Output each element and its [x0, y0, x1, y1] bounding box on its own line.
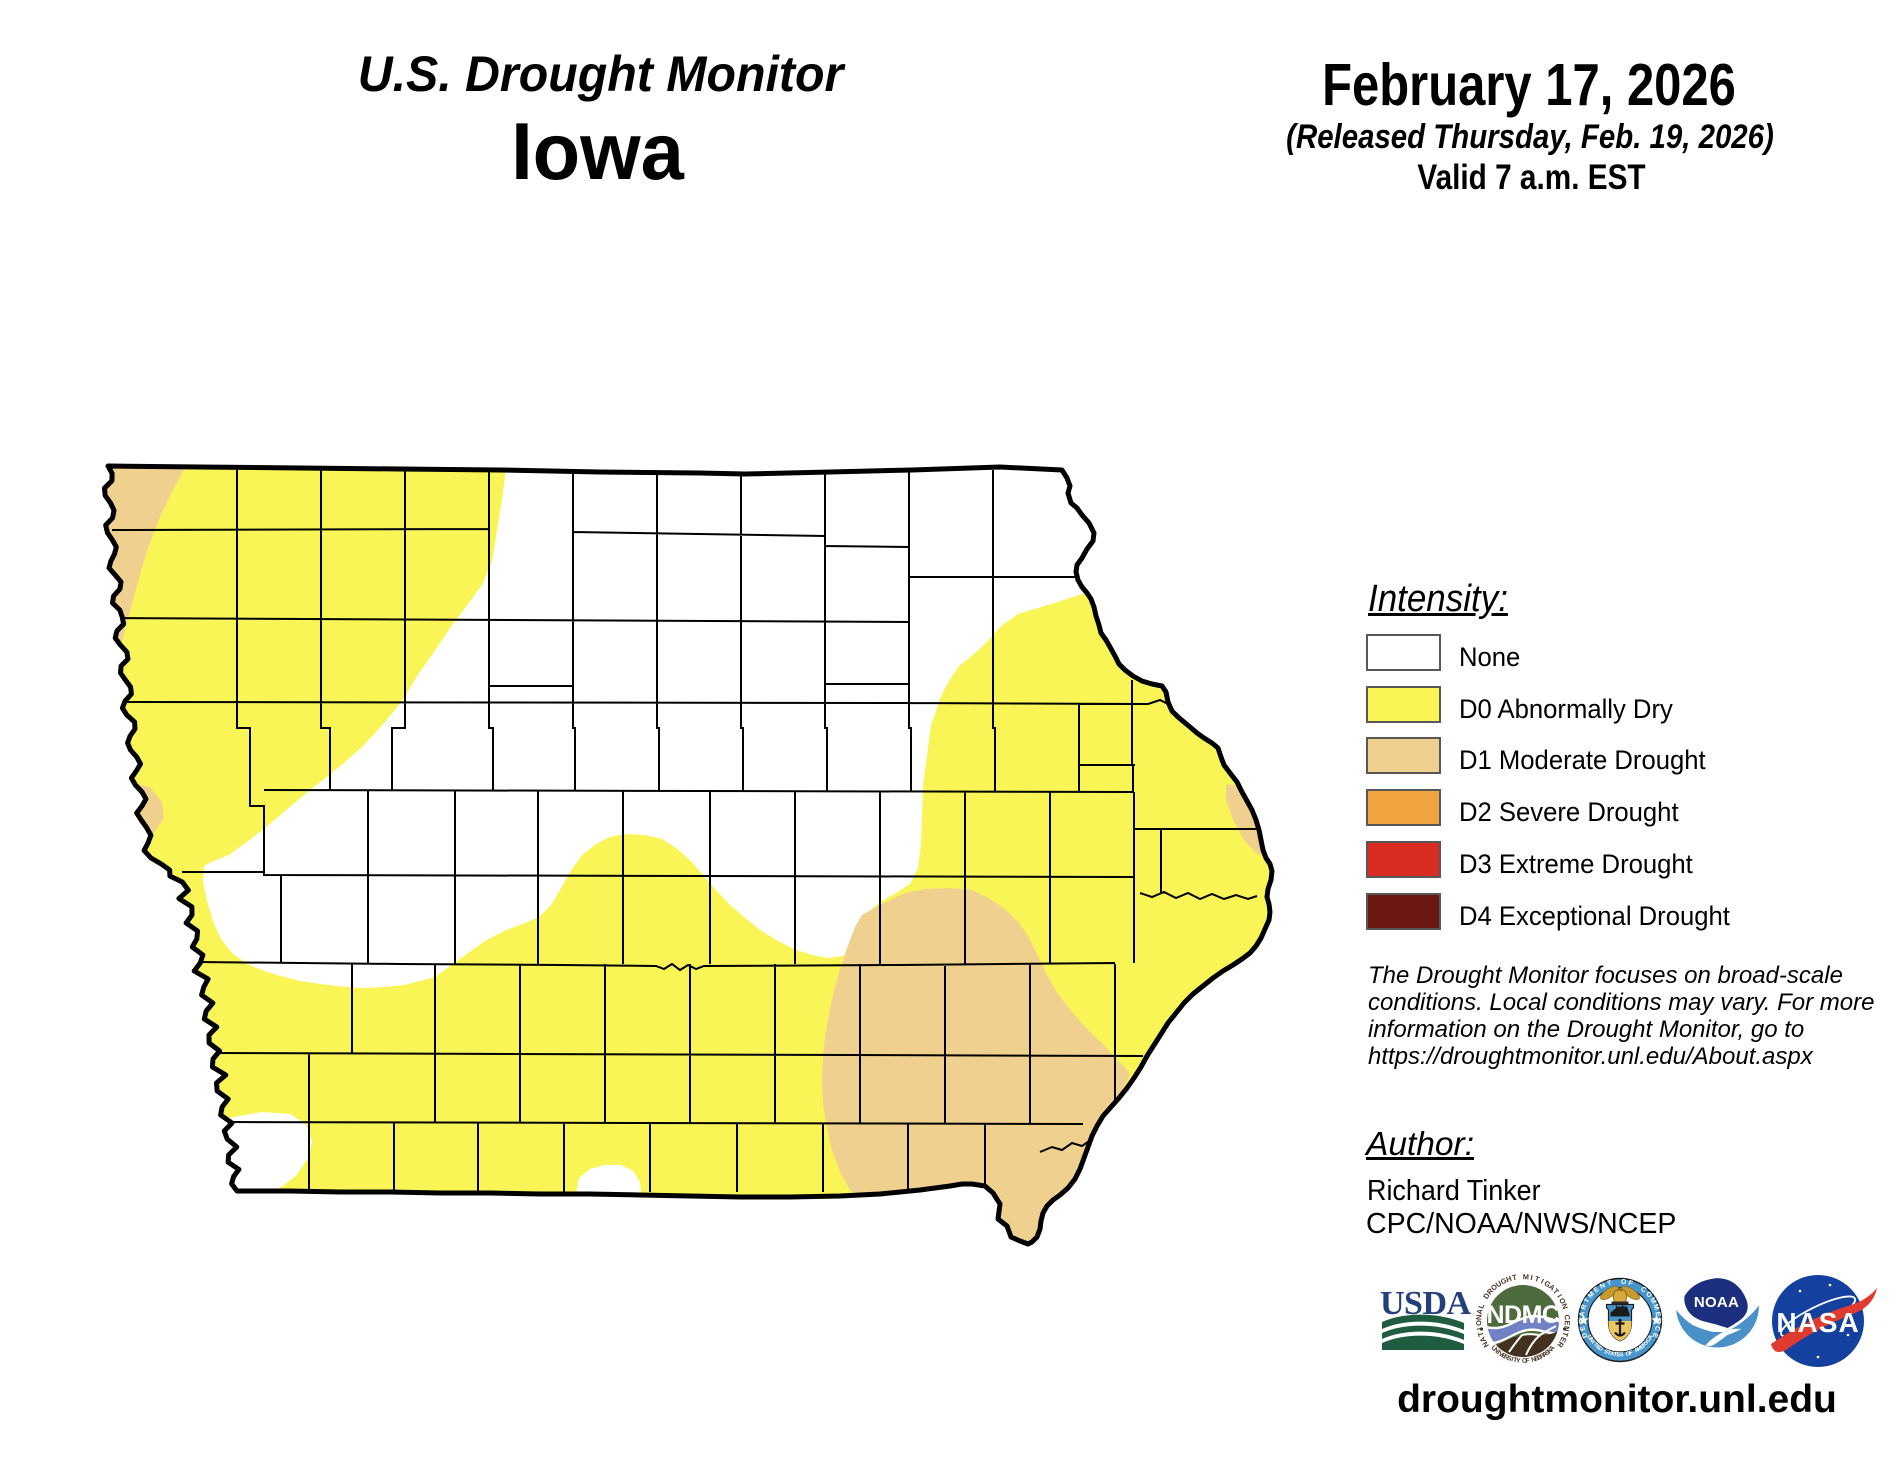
- svg-text:N: N: [1562, 1325, 1572, 1332]
- svg-text:P: P: [1579, 1318, 1586, 1323]
- svg-text:F: F: [1628, 1350, 1634, 1357]
- svg-text:I: I: [1555, 1293, 1564, 1300]
- svg-text:I: I: [1510, 1356, 1514, 1363]
- svg-text:D: D: [1581, 1331, 1589, 1338]
- svg-text:A: A: [1547, 1282, 1557, 1293]
- svg-text:T: T: [1606, 1350, 1612, 1357]
- svg-text:I: I: [1590, 1340, 1596, 1345]
- svg-text:NOAA: NOAA: [1694, 1294, 1739, 1311]
- svg-text:NASA: NASA: [1776, 1307, 1859, 1338]
- svg-text:S: S: [1506, 1355, 1513, 1363]
- svg-text:A: A: [1579, 1311, 1587, 1317]
- svg-text:C: C: [1645, 1336, 1653, 1344]
- svg-text:T: T: [1476, 1330, 1486, 1337]
- svg-text:R: R: [1503, 1353, 1510, 1361]
- svg-text:S: S: [1603, 1349, 1609, 1356]
- svg-text:O: O: [1620, 1279, 1627, 1287]
- svg-text:M: M: [1587, 1290, 1596, 1299]
- svg-text:C: C: [1562, 1314, 1571, 1321]
- svg-text:N: N: [1599, 1282, 1607, 1291]
- svg-text:N: N: [1492, 1347, 1500, 1356]
- svg-text:O: O: [1557, 1296, 1568, 1305]
- svg-text:C: C: [1639, 1286, 1647, 1295]
- svg-text:B: B: [1536, 1353, 1543, 1361]
- svg-text:O: O: [1625, 1351, 1631, 1358]
- svg-text:E: E: [1594, 1344, 1601, 1351]
- svg-text:O: O: [1522, 1358, 1527, 1365]
- svg-text:F: F: [1525, 1357, 1530, 1364]
- svg-text:K: K: [1546, 1346, 1554, 1355]
- svg-text:A: A: [1477, 1335, 1488, 1344]
- svg-text:C: C: [1653, 1325, 1661, 1331]
- svg-text:V: V: [1497, 1351, 1505, 1360]
- svg-text:R: R: [1654, 1319, 1661, 1324]
- svg-text:Y: Y: [1516, 1357, 1522, 1365]
- svg-text:E: E: [1616, 1352, 1620, 1358]
- svg-text:T: T: [1551, 1287, 1561, 1297]
- svg-text:M: M: [1648, 1297, 1657, 1306]
- svg-text:M: M: [1636, 1345, 1644, 1353]
- svg-text:E: E: [1650, 1332, 1658, 1339]
- svg-text:T: T: [1592, 1342, 1599, 1349]
- svg-text:O: O: [1474, 1320, 1483, 1326]
- svg-text:E: E: [1563, 1320, 1572, 1325]
- svg-text:D: D: [1481, 1291, 1492, 1301]
- svg-text:T: T: [1606, 1280, 1613, 1288]
- svg-text:N: N: [1480, 1340, 1490, 1349]
- svg-text:S: S: [1620, 1352, 1624, 1358]
- svg-text:T: T: [1560, 1331, 1570, 1338]
- svg-text:R: R: [1580, 1304, 1588, 1311]
- svg-text:N: N: [1474, 1314, 1483, 1320]
- svg-text:M: M: [1522, 1272, 1529, 1281]
- svg-text:U: U: [1494, 1279, 1503, 1289]
- svg-text:U: U: [1489, 1344, 1498, 1352]
- svg-text:O: O: [1489, 1282, 1499, 1293]
- svg-text:T: T: [1534, 1274, 1542, 1284]
- svg-text:S: S: [1544, 1348, 1552, 1357]
- svg-text:E: E: [1593, 1286, 1601, 1295]
- svg-text:I: I: [1475, 1327, 1484, 1331]
- svg-text:A: A: [1634, 1347, 1641, 1355]
- svg-text:R: R: [1641, 1341, 1649, 1349]
- svg-text:R: R: [1485, 1286, 1496, 1296]
- svg-text:H: H: [1505, 1274, 1513, 1284]
- svg-text:I: I: [1644, 1340, 1650, 1345]
- svg-text:A: A: [1548, 1344, 1557, 1352]
- svg-text:I: I: [1539, 1277, 1545, 1286]
- svg-text:E: E: [1534, 1355, 1541, 1363]
- svg-text:E: E: [1639, 1344, 1646, 1351]
- svg-text:NDMC: NDMC: [1487, 1301, 1560, 1329]
- svg-text:U: U: [1586, 1334, 1593, 1341]
- svg-text:E: E: [1558, 1336, 1568, 1344]
- svg-text:G: G: [1499, 1276, 1508, 1287]
- svg-text:L: L: [1476, 1302, 1486, 1310]
- svg-text:A: A: [1609, 1351, 1615, 1358]
- svg-text:T: T: [1583, 1297, 1592, 1305]
- svg-text:A: A: [1541, 1350, 1549, 1359]
- svg-text:I: I: [1530, 1273, 1534, 1282]
- svg-text:E: E: [1654, 1311, 1662, 1317]
- svg-text:E: E: [1579, 1325, 1587, 1331]
- svg-text:N: N: [1531, 1356, 1538, 1364]
- svg-text:M: M: [1651, 1303, 1660, 1311]
- svg-text:F: F: [1627, 1280, 1634, 1288]
- svg-text:G: G: [1542, 1279, 1552, 1290]
- svg-text:R: R: [1539, 1352, 1547, 1361]
- svg-text:T: T: [1513, 1357, 1518, 1365]
- svg-text:R: R: [1555, 1340, 1566, 1350]
- svg-text:E: E: [1500, 1352, 1508, 1361]
- svg-text:D: D: [1597, 1346, 1604, 1353]
- svg-text:I: I: [1495, 1349, 1501, 1356]
- svg-text:T: T: [1613, 1352, 1618, 1358]
- svg-text:N: N: [1560, 1302, 1570, 1310]
- svg-text:N: N: [1587, 1337, 1594, 1344]
- svg-text:O: O: [1644, 1291, 1653, 1300]
- svg-text:A: A: [1647, 1333, 1655, 1340]
- svg-text:T: T: [1511, 1273, 1518, 1283]
- svg-text:A: A: [1475, 1307, 1485, 1315]
